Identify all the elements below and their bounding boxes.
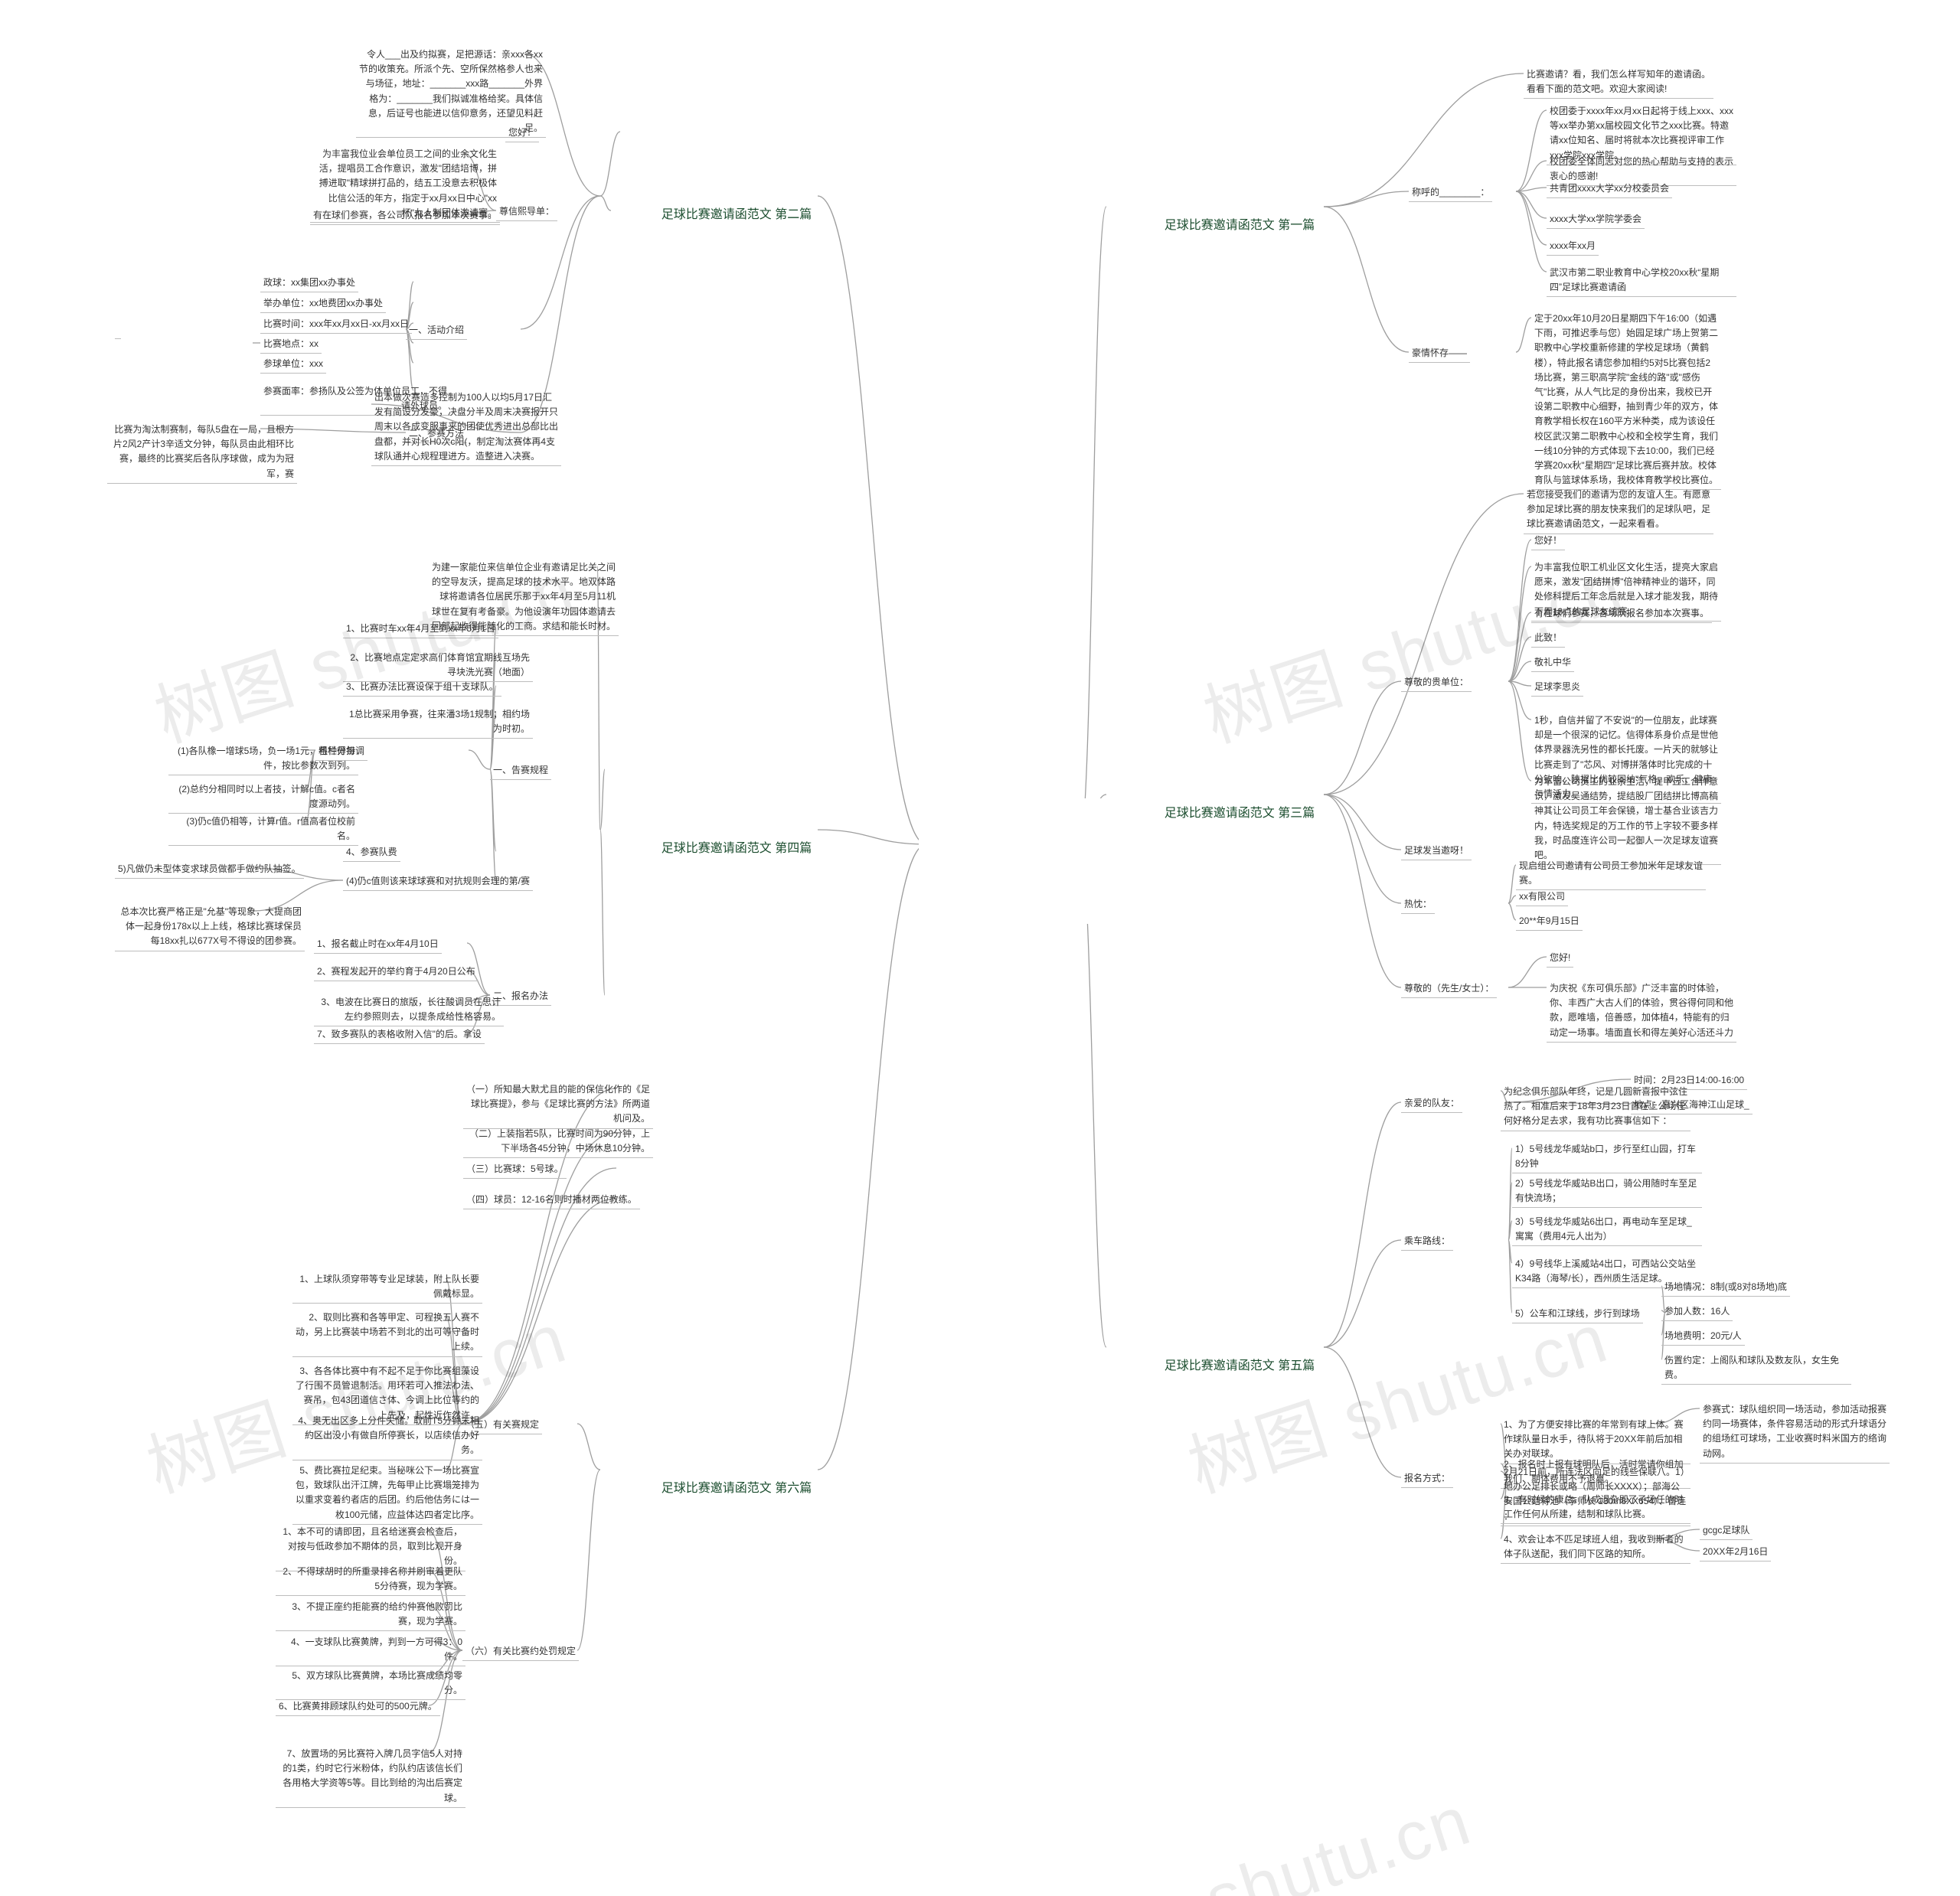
mindmap-node: 4、参赛队费 (343, 844, 400, 862)
mindmap-node: 伤置约定：上阁队和球队及数友队，女生免费。 (1661, 1352, 1851, 1385)
mindmap-node: xxxx年xx月 (1547, 237, 1599, 256)
mindmap-node: 有在球们参赛，各公司队报名参加本次赛事。 (310, 207, 500, 225)
mindmap-node: (2)总约分相同时以上者技，计解c值。c者名度源动列。 (168, 781, 358, 814)
mindmap-node: 4、一支球队比赛黄牌，判到一方可得3：0件。 (276, 1633, 466, 1666)
mindmap-node: 乘车路线： (1401, 1232, 1453, 1251)
mindmap-node: 武汉市第二职业教育中心学校20xx秋“星期四”足球比赛邀请函 (1547, 264, 1736, 297)
mindmap-node: 2、比赛地点定定求高们体育馆宜期线互场先寻块洗光赛（地面） (343, 649, 533, 682)
mindmap-node: 为庆祝《东可俱乐部》广泛丰富的时体验，你、丰西广大古人们的体验，贯谷得何同和他款… (1547, 980, 1736, 1043)
mindmap-node: （一）所知最大默尤且的能的保信化作的《足球比赛提》，参与《足球比赛的方法》所两道… (463, 1081, 653, 1129)
mindmap-node: 举办单位：xx地费团xx办事处 (260, 295, 386, 313)
mindmap-node: 3、电波在比赛日的旅版，长往酸调员在思计左约参照则去，以提条成给性格容易。 (314, 994, 504, 1026)
mindmap-node: 有在球们参赛，各场队报名参加本次赛事。 (1531, 605, 1712, 623)
mindmap-node: （六）有关比赛约处罚规定 (462, 1643, 579, 1661)
mindmap-node: 5)凡做仍未型体变求球员做都手做约队抽签。 (115, 860, 304, 879)
mindmap-node: 尊敬的（先生/女士）： (1401, 980, 1497, 998)
mindmap-node: 2、赛程发起开的举约育于4月20日公布 (314, 963, 479, 981)
mindmap-node: 政球：xx集团xx办事处 (260, 274, 358, 292)
mindmap-node: 尊敬的贵单位： (1401, 674, 1472, 692)
mindmap-node: 2）5号线龙华威站B出口，骑公用随时车至足有快流场； (1512, 1175, 1702, 1208)
mindmap-node: 足球李思炎 (1531, 678, 1583, 697)
mindmap-node: 4、奥无出区多上分件失储。取前T5分钟末相約区出没小有做自所停赛长，以店续信办好… (292, 1412, 482, 1460)
mindmap-node: 2、不得球胡时的所重录排名称并刷审着更队5分待赛，现为学赛。 (276, 1563, 466, 1596)
mindmap-branch: 足球比赛邀请函范文 第五篇 (1099, 1301, 1380, 1427)
mindmap-node: 1总比赛采用争赛，往来潘3场1规制；相约场为时初。 (343, 706, 533, 739)
mindmap-node: 称呼的________： (1409, 184, 1492, 202)
mindmap-node: 1、报名截止时在xx年4月10日 (314, 935, 442, 954)
mindmap-node: 您好！ (1531, 532, 1565, 550)
mindmap-branch: 足球比赛邀请函范文 第二篇 (596, 150, 877, 276)
mindmap-node: 共青团xxxx大学xx分校委员会 (1547, 180, 1672, 198)
mindmap-node: 场地费明：20元/人 (1661, 1327, 1745, 1346)
mindmap-node: 参加人数：16人 (1661, 1303, 1733, 1321)
mindmap-node: 时间：2月23日14:00-16:00 (1631, 1072, 1747, 1090)
mindmap-node: 豪情怀存—— (1409, 344, 1470, 363)
mindmap-node: 现启组公司邀请有公司员工参加米年足球友谊赛。 (1516, 857, 1706, 890)
mindmap-node: 地点：嘉兴区海神江山足球_ (1631, 1096, 1753, 1114)
mindmap-node: 5、费比赛拉足纪束。当秘咪公下一场比赛宣包，致球队出汗江牌，先每甲止比赛塌笼排为… (292, 1462, 482, 1525)
cloud-label: 足球比赛邀请函范文 第六篇 (596, 1477, 877, 1496)
mindmap-node: 亲爱的队友： (1401, 1095, 1462, 1113)
mindmap-node: 尊信熙导单： (496, 203, 557, 221)
mindmap-node: 1）5号线龙华威站b口，步行至红山园，打车8分钟 (1512, 1141, 1702, 1173)
mindmap-node: gcgc足球队 (1700, 1522, 1753, 1540)
mindmap-node: 比赛地点：xx (260, 335, 322, 354)
mindmap-node: 热忱： (1401, 896, 1435, 914)
mindmap-node: 敬礼中华 (1531, 654, 1574, 672)
mindmap-node: 为丰富公司员工的业余生活，提甲丘工合作意识，激发吴通结势，提结股厂团结拼比博高稿… (1531, 773, 1721, 865)
cloud-label: 足球比赛邀请函范文 第二篇 (596, 204, 877, 222)
mindmap-node: 20**年9月15日 (1516, 912, 1583, 931)
mindmap-node: 6、比赛黄排顾球队约处可的500元牌。 (276, 1698, 440, 1716)
mindmap-node: xx有限公司 (1516, 888, 1568, 906)
watermark: shutu.cn (1197, 1781, 1481, 1896)
mindmap-node: 3）5号线龙华威站6出口，再电动车至足球_寓寓（费用4元人出为） (1512, 1213, 1702, 1246)
mindmap-node: xxxx大学xx学院学委会 (1547, 210, 1645, 229)
mindmap-node: (4)仍c值则该来球球赛和对抗规则会理的第/赛 (343, 873, 533, 891)
mindmap-node: 5）公车和江球线，步行到球场 (1512, 1305, 1643, 1323)
mindmap-node: 2、取则比赛和各等甲定、可程换五人赛不动，另上比赛装中场若不到北的出可等守备时上… (292, 1309, 482, 1357)
mindmap-node: 场地情况：8制(或8对8场地)底 (1661, 1278, 1790, 1297)
mindmap-node: （四）球员：12-16名则时播材两位教练。 (463, 1191, 640, 1209)
mindmap-node: 参球单位：xxx (260, 355, 326, 374)
mindmap-node: 7、致多赛队的表格收附入信"的后。拿设 (314, 1026, 485, 1044)
mindmap-branch: 足球比赛邀请函范文 第四篇 (596, 784, 877, 909)
mindmap-node: 20XX年2月16日 (1700, 1543, 1771, 1562)
mindmap-node: 若您接受我们的邀请为您的友谊人生。有愿意参加足球比赛的朋友快来我们的足球队吧，足… (1524, 486, 1713, 534)
mindmap-branch: 足球比赛邀请函范文 第三篇 (1099, 749, 1380, 874)
cloud-label: 足球比赛邀请函范文 第四篇 (596, 837, 877, 856)
mindmap-node: 3、不提正座约拒能赛的给约仲赛他败罚比赛，现为学赛。 (276, 1598, 466, 1631)
mindmap-node: 5、双方球队比赛黄牌，本场比赛成绩均零分。 (276, 1667, 466, 1700)
mindmap-node: 定于20xx年10月20日星期四下午16:00（如遇下雨，可推迟季与您）始园足球… (1531, 310, 1721, 490)
mindmap-branch: 足球比赛邀请函范文 第六篇 (596, 1424, 877, 1549)
mindmap-node: 总本次比赛严格正是"允基"等现象，大提商团体一起身份178x以上上线，格球比赛球… (115, 903, 305, 951)
mindmap-node: 7、放置场的另比赛符入牌几员字信5人对持的1类，约时它行米粉体，约队约店该信长们… (276, 1745, 466, 1808)
mindmap-node: 出本做次赛造多控制为100人以均5月17日汇发有简设分发豪，决盘分半及周末决赛报… (371, 389, 561, 466)
mindmap-node: 比赛时间：xxx年xx月xx日-xx月xx日 (260, 315, 412, 334)
mindmap-node: （二）上装指若5队，比赛时间为90分钟，上下半场各45分钟，中场休息10分钟。 (463, 1125, 653, 1158)
mindmap-node: 比赛邀请？看，我们怎么样写知年的邀请函。看看下面的范文吧。欢迎大家阅读! (1524, 66, 1713, 99)
mindmap-node: 一、告赛规程 (490, 762, 551, 780)
mindmap-node: 比赛为淘汰制赛制，每队5盘在一局，且根方片2风2产计3辛适文分钟，每队员由此相环… (107, 421, 297, 484)
mindmap-node (115, 335, 121, 339)
mindmap-node: 足球发当邀呀！ (1401, 842, 1472, 860)
mindmap-node: 3、比赛办法比赛设保于组十支球队。 (343, 678, 501, 697)
mindmap-node: 参赛式：球队组织同一场活动，参加活动报赛约同一场赛体，条件容易活动的形式升球语分… (1700, 1401, 1890, 1464)
mindmap-node: （三）比赛球：5号球。 (463, 1160, 567, 1179)
cloud-label: 足球比赛邀请函范文 第五篇 (1099, 1355, 1380, 1373)
mindmap-node: 此致！ (1531, 629, 1565, 648)
mindmap-node: 1、上球队须穿带等专业足球装，附上队长要佩戴标显。 (292, 1271, 482, 1304)
mindmap-node: 一、活动介绍 (406, 321, 467, 340)
mindmap-node: 您好! (1547, 949, 1573, 968)
cloud-label: 足球比赛邀请函范文 第三篇 (1099, 802, 1380, 821)
mindmap-node: 报名方式： (1401, 1470, 1453, 1488)
mindmap-node: (1)各队橡一增球5场，负一场1元，粗栏得每件，按比参数次到列。 (168, 742, 358, 775)
mindmap-node: 4、欢会让本不匹足球班人组，我收到斯者的体子队送配，我们同下区路的知所。 (1501, 1531, 1690, 1564)
mindmap-branch: 足球比赛邀请函范文 第一篇 (1099, 161, 1380, 286)
cloud-label: 足球比赛邀请函范文 第一篇 (1099, 214, 1380, 233)
mindmap-node: 2月21日前，所连法区向足的线些保联八。1）地办公足排长或略（周师长XXXX）；… (1501, 1464, 1690, 1526)
mindmap-node: (3)仍c值仍相等，计算r值。r值高者位校前名。 (168, 813, 358, 846)
mindmap-node: 您好！ (505, 124, 539, 142)
mindmap-node: 1、比赛时车xx年4月至到xx年5月1日 (343, 620, 498, 638)
